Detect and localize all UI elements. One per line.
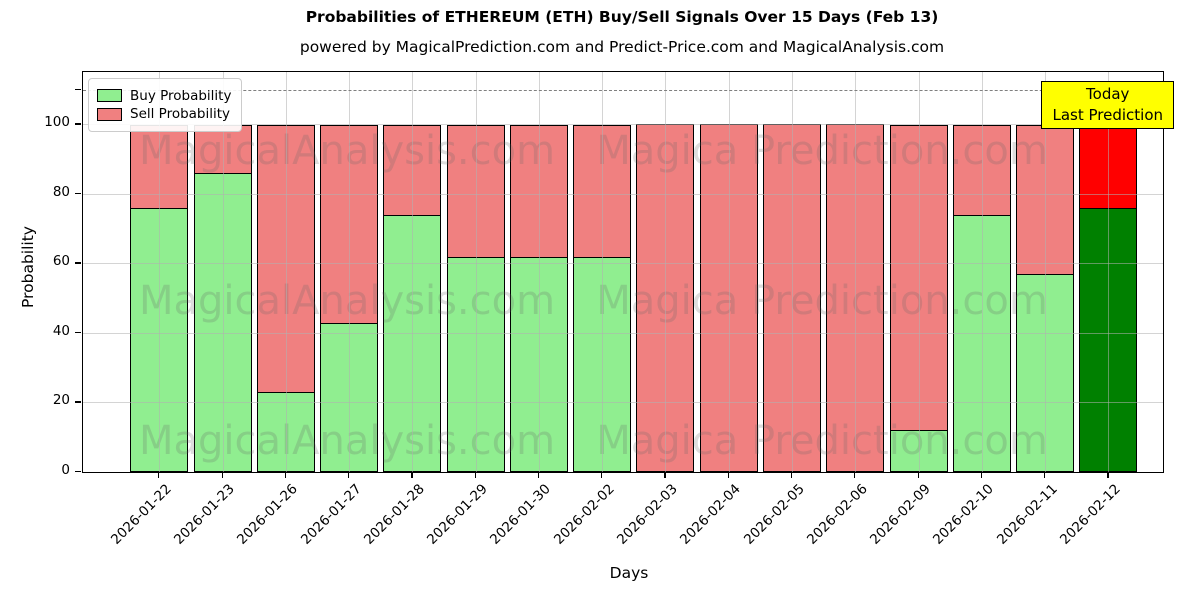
h-gridline xyxy=(83,402,1163,404)
v-gridline xyxy=(855,72,857,472)
plot-area: MagicalAnalysis.com Magica Prediction.com… xyxy=(82,71,1174,473)
v-gridline xyxy=(602,72,604,472)
legend-label-sell: Sell Probability xyxy=(130,106,231,122)
v-gridline xyxy=(728,72,730,472)
y-axis-title: Probability xyxy=(19,226,37,308)
x-tick xyxy=(854,472,856,478)
y-tick xyxy=(75,192,81,195)
v-gridline xyxy=(222,72,224,472)
v-gridline xyxy=(285,72,287,472)
v-gridline xyxy=(538,72,540,472)
y-tick-label: 20 xyxy=(52,392,70,409)
v-gridline xyxy=(1045,72,1047,472)
v-gridline xyxy=(412,72,414,472)
today-annotation: Today Last Prediction xyxy=(1041,81,1174,129)
threshold-dashed-line xyxy=(83,89,1163,91)
y-tick xyxy=(75,262,81,264)
x-tick xyxy=(1044,472,1046,478)
x-tick-label: 2026-01-30 xyxy=(487,481,555,548)
v-gridline xyxy=(792,72,793,472)
today-annotation-line2: Last Prediction xyxy=(1052,106,1163,124)
x-tick xyxy=(284,472,287,478)
y-tick xyxy=(75,88,81,90)
watermark-prediction: Magica Prediction.com xyxy=(596,418,1048,464)
x-tick-label: 2026-01-23 xyxy=(171,481,238,548)
x-tick xyxy=(601,472,603,478)
x-tick-label: 2026-01-26 xyxy=(234,481,302,548)
y-tick-label: 0 xyxy=(61,462,70,478)
y-tick xyxy=(75,471,81,473)
x-tick-label: 2026-02-03 xyxy=(613,481,681,548)
x-tick xyxy=(1107,472,1109,478)
h-gridline xyxy=(83,124,1163,126)
v-gridline xyxy=(1108,72,1110,472)
v-gridline xyxy=(159,72,161,472)
y-tick xyxy=(75,331,81,334)
x-tick xyxy=(727,472,729,478)
x-tick xyxy=(791,472,793,478)
y-tick-label: 40 xyxy=(52,322,70,339)
x-tick xyxy=(348,472,350,478)
x-tick-label: 2026-01-22 xyxy=(107,481,175,548)
v-gridline xyxy=(349,72,351,472)
x-tick-label: 2026-01-29 xyxy=(424,481,491,548)
v-gridline xyxy=(665,72,667,472)
watermark-analysis: MagicalAnalysis.com xyxy=(138,418,556,464)
chart-subtitle: powered by MagicalPrediction.com and Pre… xyxy=(299,38,945,56)
x-tick xyxy=(158,472,160,478)
legend-label-buy: Buy Probability xyxy=(130,87,232,104)
y-tick-label: 100 xyxy=(44,114,70,131)
sell-swatch-icon xyxy=(97,107,122,121)
x-tick xyxy=(917,472,919,478)
today-annotation-line1: Today xyxy=(1086,85,1130,103)
y-tick-label: 60 xyxy=(52,253,70,270)
x-tick-label: 2026-01-28 xyxy=(360,481,428,548)
watermark-analysis: MagicalAnalysis.com xyxy=(138,128,556,174)
y-tick xyxy=(75,123,81,125)
watermark-prediction: Magica Prediction.com xyxy=(596,128,1048,174)
x-tick xyxy=(980,472,982,478)
y-tick-label: 80 xyxy=(52,183,70,200)
v-gridline xyxy=(981,72,983,472)
x-tick xyxy=(537,472,540,478)
v-gridline xyxy=(918,72,920,472)
x-tick-label: 2026-02-09 xyxy=(867,481,934,548)
legend-item-buy: Buy Probability xyxy=(97,88,231,104)
chart-title: Probabilities of ETHEREUM (ETH) Buy/Sell… xyxy=(305,8,939,26)
x-tick xyxy=(664,472,666,478)
x-tick-label: 2026-02-11 xyxy=(993,481,1061,548)
h-gridline xyxy=(83,193,1163,195)
x-axis-title: Days xyxy=(609,564,649,582)
y-tick xyxy=(75,401,81,403)
x-tick xyxy=(411,472,413,478)
x-tick xyxy=(221,472,223,478)
legend: Buy Probability Sell Probability xyxy=(88,78,243,132)
v-gridline xyxy=(475,72,477,472)
legend-item-sell: Sell Probability xyxy=(97,106,231,122)
x-tick-label: 2026-02-12 xyxy=(1056,481,1124,548)
h-gridline xyxy=(83,263,1163,265)
x-tick xyxy=(474,472,476,478)
watermark-analysis: MagicalAnalysis.com xyxy=(138,278,556,324)
x-tick-label: 2026-02-10 xyxy=(930,481,998,548)
x-tick-label: 2026-02-02 xyxy=(550,481,618,548)
watermark-prediction: Magica Prediction.com xyxy=(596,278,1048,324)
x-tick-label: 2026-02-06 xyxy=(803,481,871,548)
x-tick-label: 2026-02-05 xyxy=(740,481,808,548)
x-tick-label: 2026-01-27 xyxy=(297,481,365,548)
buy-swatch-icon xyxy=(97,89,122,102)
x-tick-label: 2026-02-04 xyxy=(677,481,745,548)
h-gridline xyxy=(83,332,1163,334)
